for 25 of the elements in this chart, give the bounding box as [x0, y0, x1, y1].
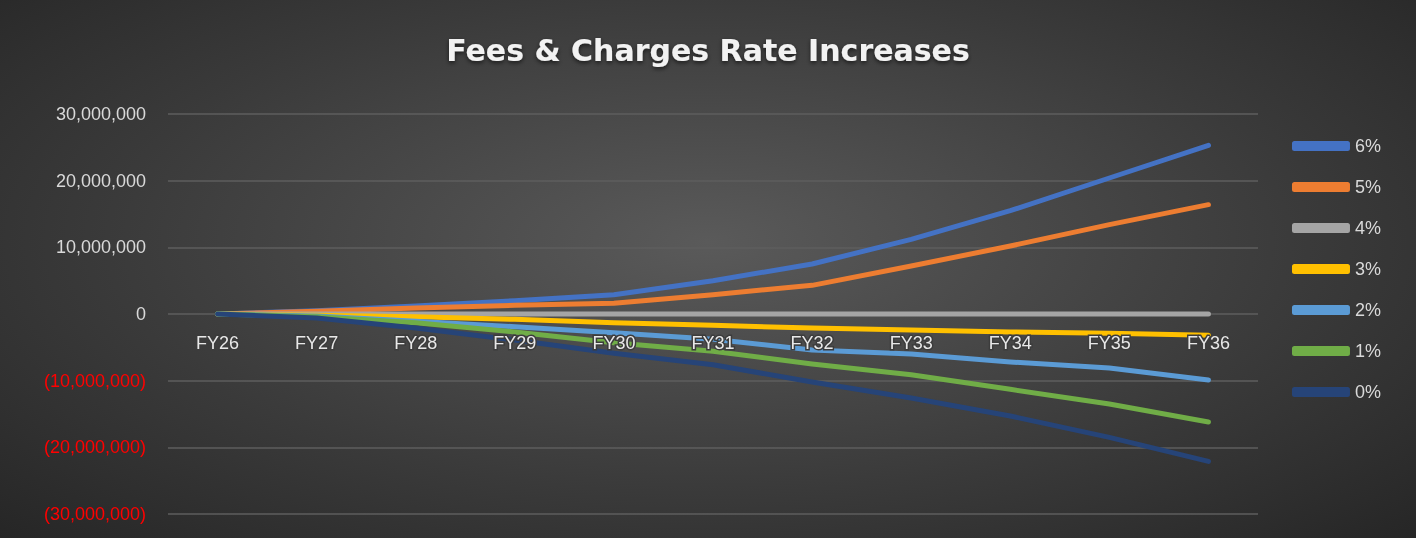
- x-tick-label: FY27: [295, 333, 339, 353]
- y-tick-label: 0: [135, 304, 146, 324]
- y-tick-label: 10,000,000: [55, 237, 146, 258]
- x-tick-label: FY26: [196, 333, 240, 353]
- x-tick-label: FY35: [1087, 333, 1131, 353]
- legend-label: 3%: [1354, 259, 1381, 279]
- x-tick-label: FY34: [988, 333, 1032, 353]
- x-tick-label: FY29: [493, 333, 537, 353]
- legend-label: 5%: [1354, 177, 1381, 197]
- legend-label: 6%: [1354, 136, 1381, 156]
- y-tick-label: (20,000,000): [43, 437, 146, 458]
- y-tick-label: (30,000,000): [43, 504, 146, 524]
- legend-label: 0%: [1354, 382, 1381, 402]
- y-tick-label: 30,000,000: [55, 104, 146, 124]
- legend-label: 2%: [1354, 300, 1381, 320]
- x-tick-label: FY36: [1186, 333, 1230, 353]
- chart-title: Fees & Charges Rate Increases: [446, 32, 970, 68]
- x-tick-label: FY32: [790, 333, 834, 353]
- x-tick-label: FY33: [889, 333, 933, 353]
- legend-label: 1%: [1354, 341, 1381, 361]
- x-tick-label: FY28: [394, 333, 438, 353]
- y-tick-label: 20,000,000: [55, 170, 146, 191]
- legend-label: 4%: [1354, 218, 1381, 238]
- x-tick-label: FY30: [592, 333, 636, 353]
- y-tick-label: (10,000,000): [43, 370, 146, 391]
